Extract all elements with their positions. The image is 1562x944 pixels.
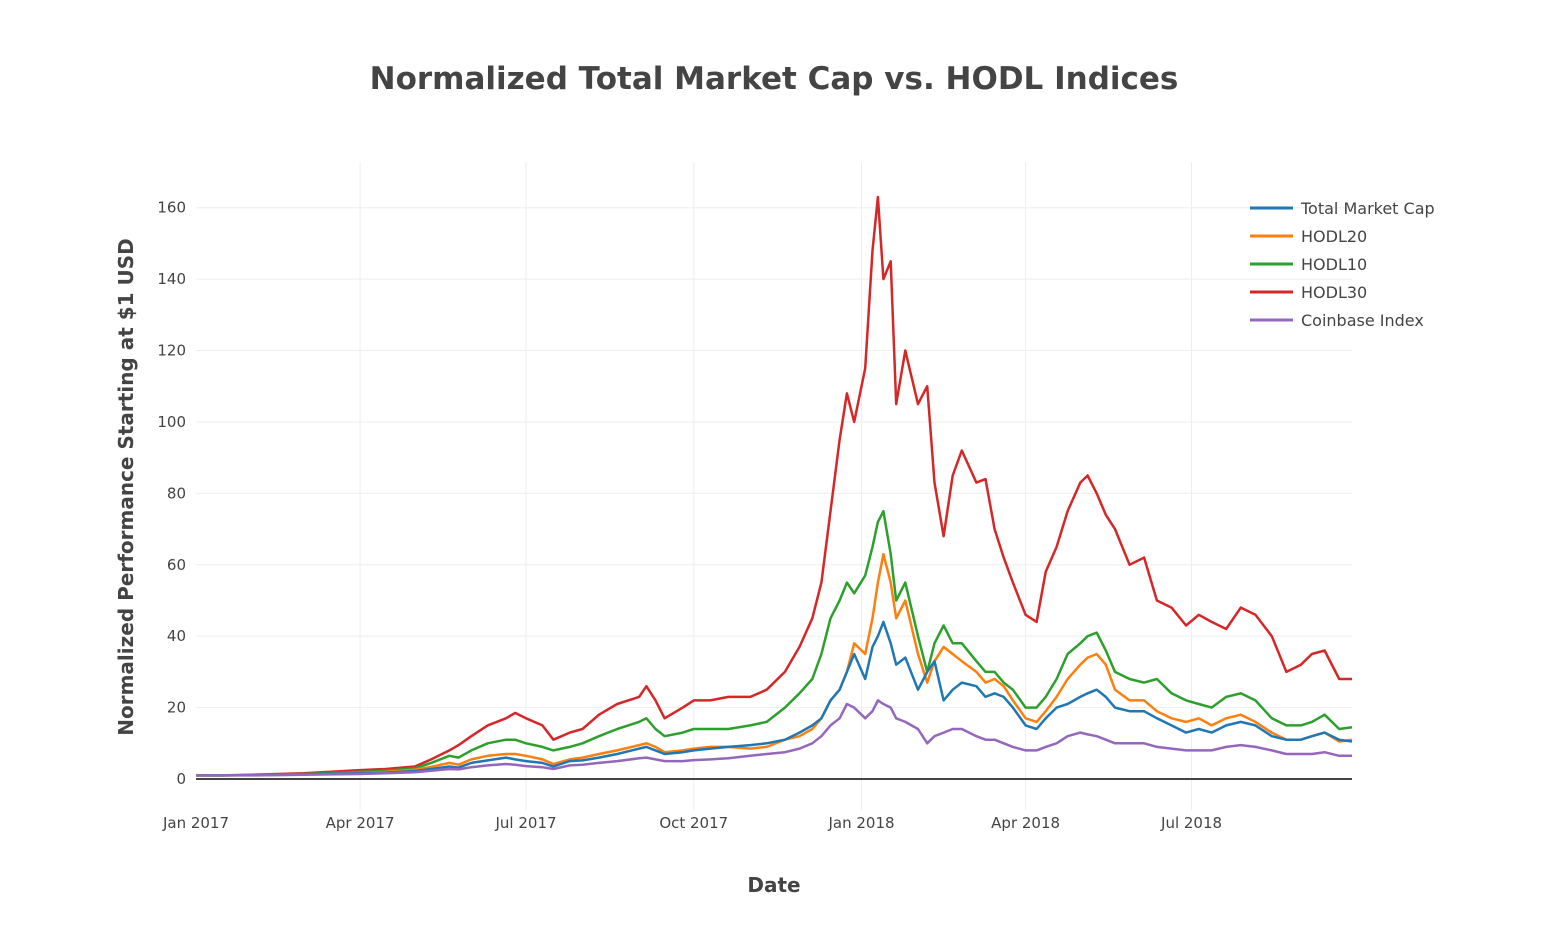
x-axis-ticks: Jan 2017 Apr 2017 Jul 2017 Oct 2017 Jan 2018… <box>162 814 1222 832</box>
series-line-hodl20 <box>196 552 1353 777</box>
series-lines <box>196 195 1353 777</box>
y-axis-ticks: 0 20 40 60 80 100 120 140 160 <box>157 199 186 788</box>
y-tick-label: 160 <box>157 199 186 217</box>
y-tick-label: 20 <box>167 699 186 717</box>
legend-label: Total Market Cap <box>1300 199 1435 218</box>
series-line-total-market-cap <box>196 620 1353 777</box>
series-line-hodl30 <box>196 195 1352 777</box>
y-tick-label: 40 <box>167 627 186 645</box>
x-tick-label: Jul 2017 <box>495 814 557 832</box>
chart-title: Normalized Total Market Cap vs. HODL Ind… <box>370 61 1179 97</box>
x-tick-label: Jan 2017 <box>162 814 229 832</box>
x-axis-title: Date <box>747 873 800 897</box>
y-tick-label: 60 <box>167 556 186 574</box>
x-tick-label: Apr 2018 <box>991 814 1060 832</box>
y-tick-label: 80 <box>167 484 186 502</box>
y-tick-label: 100 <box>157 413 186 431</box>
y-axis-title: Normalized Performance Starting at $1 US… <box>114 238 138 736</box>
series-line-hodl10 <box>196 509 1353 777</box>
y-tick-label: 140 <box>157 270 186 288</box>
series-line-coinbase-index <box>196 699 1352 777</box>
x-tick-label: Jul 2018 <box>1160 814 1222 832</box>
legend: Total Market Cap HODL20 HODL10 HODL30 Coinba… <box>1250 199 1435 330</box>
y-tick-label: 120 <box>157 342 186 360</box>
x-tick-label: Apr 2017 <box>326 814 395 832</box>
y-tick-label: 0 <box>176 770 186 788</box>
x-tick-label: Jan 2018 <box>827 814 894 832</box>
legend-label: HODL20 <box>1301 227 1367 246</box>
x-tick-label: Oct 2017 <box>659 814 728 832</box>
legend-label: HODL10 <box>1301 255 1367 274</box>
legend-label: Coinbase Index <box>1301 311 1424 330</box>
legend-label: HODL30 <box>1301 283 1367 302</box>
